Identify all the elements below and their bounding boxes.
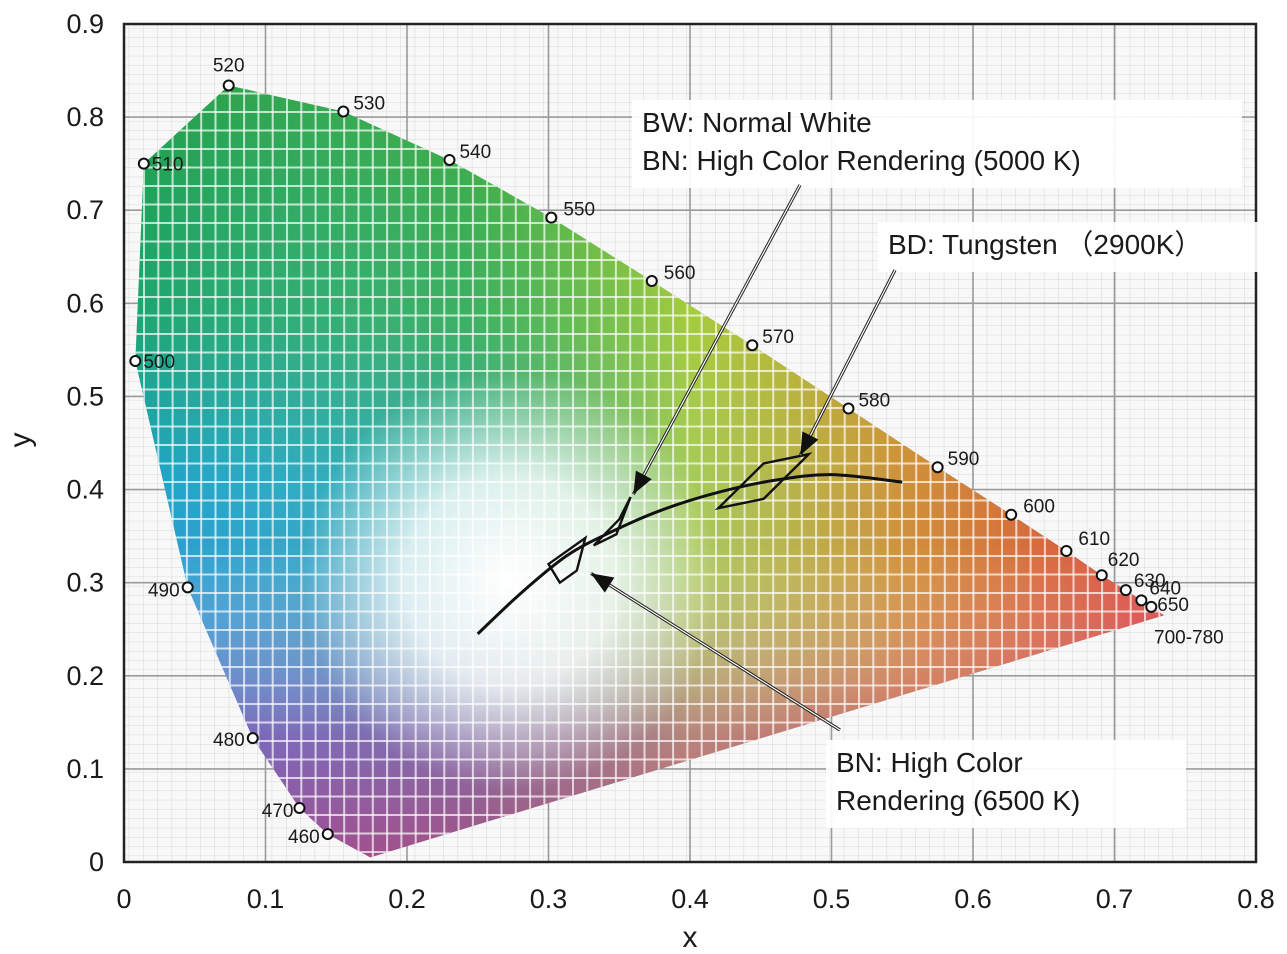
planckian-locus-curve xyxy=(476,473,903,635)
wavelength-label: 530 xyxy=(353,94,385,115)
lamp-region xyxy=(546,535,588,585)
x-tick-label: 0.8 xyxy=(1237,884,1275,914)
wavelength-label: 610 xyxy=(1078,529,1110,550)
wavelength-label: 630 xyxy=(1134,571,1166,592)
lamp-region xyxy=(592,496,632,547)
x-tick-label: 0.3 xyxy=(530,884,568,914)
annotation-arrow-inner xyxy=(590,572,841,731)
wavelength-marker xyxy=(1095,569,1108,582)
wavelength-marker xyxy=(931,461,944,474)
y-tick-label: 0.7 xyxy=(66,195,104,225)
x-axis-label: x xyxy=(683,921,698,954)
wavelength-marker xyxy=(645,274,658,287)
wavelength-marker xyxy=(443,153,456,166)
wavelength-label: 460 xyxy=(288,827,320,848)
wavelength-marker xyxy=(129,355,142,368)
annotation-arrow-head xyxy=(800,431,819,456)
wavelength-label: 540 xyxy=(459,142,491,163)
wavelength-marker xyxy=(545,211,558,224)
plot-frame xyxy=(122,22,1258,864)
wavelength-marker xyxy=(1060,545,1073,558)
wavelength-label: 620 xyxy=(1108,550,1140,571)
annotation-box xyxy=(878,222,1258,272)
annotation-box xyxy=(826,740,1186,828)
wavelength-marker xyxy=(222,79,235,92)
wavelength-label: 470 xyxy=(262,801,294,822)
y-tick-label: 0.4 xyxy=(66,475,104,505)
annotation-text: BW: Normal White xyxy=(642,107,872,138)
annotation-text: Rendering (6500 K) xyxy=(836,785,1080,816)
wavelength-label: 560 xyxy=(664,263,696,284)
y-axis-label: y xyxy=(4,433,37,448)
x-tick-label: 0.5 xyxy=(813,884,851,914)
lamp-region xyxy=(714,452,813,511)
wavelength-marker xyxy=(1145,600,1158,613)
wavelength-label: 580 xyxy=(858,391,890,412)
annotation-box xyxy=(632,100,1242,188)
wavelength-label: 490 xyxy=(148,580,180,601)
x-tick-label: 0.2 xyxy=(388,884,426,914)
x-tick-label: 0.1 xyxy=(247,884,285,914)
wavelength-label: 500 xyxy=(143,352,175,373)
y-tick-label: 0.9 xyxy=(66,9,104,39)
annotation-arrow-inner xyxy=(799,269,896,456)
lamp-regions xyxy=(546,452,813,585)
wavelength-label: 590 xyxy=(948,449,980,470)
wavelength-marker xyxy=(293,801,306,814)
x-tick-label: 0.4 xyxy=(671,884,709,914)
wavelength-marker xyxy=(1005,508,1018,521)
wavelength-marker xyxy=(246,732,259,745)
annotations: BW: Normal White BN: High Color Rendering… xyxy=(590,100,1258,828)
wavelength-label: 480 xyxy=(213,730,245,751)
y-tick-label: 0.2 xyxy=(66,661,104,691)
y-tick-label: 0.6 xyxy=(66,288,104,318)
wavelength-marker xyxy=(1119,584,1132,597)
wavelength-label: 640 xyxy=(1149,578,1181,599)
y-tick-label: 0.1 xyxy=(66,754,104,784)
y-tick-label: 0 xyxy=(89,847,104,877)
wavelength-marker xyxy=(181,581,194,594)
wavelength-label: 700-780 xyxy=(1154,627,1224,648)
wavelength-marker xyxy=(1135,594,1148,607)
annotation-arrow-head xyxy=(633,470,652,495)
spectral-locus-markers: 460 470 480 490 500 510 520 530 540 550 560 570 580 5… xyxy=(129,55,1224,848)
wavelength-marker xyxy=(321,828,334,841)
annotation-arrow-head xyxy=(590,573,615,593)
wavelength-label: 510 xyxy=(152,155,184,176)
y-tick-label: 0.8 xyxy=(66,102,104,132)
y-tick-label: 0.5 xyxy=(66,381,104,411)
wavelength-label: 520 xyxy=(213,55,245,76)
x-tick-label: 0.7 xyxy=(1096,884,1134,914)
annotation-text: BN: High Color xyxy=(836,747,1023,778)
annotation-text: BD: Tungsten （2900K） xyxy=(888,229,1202,260)
wavelength-label: 600 xyxy=(1023,497,1055,518)
wavelength-label: 650 xyxy=(1157,595,1189,616)
wavelength-marker xyxy=(842,402,855,415)
y-tick-labels: 0 0.1 0.2 0.3 0.4 0.5 0.6 0.7 0.8 0.9 xyxy=(66,9,104,877)
x-tick-labels: 0 0.1 0.2 0.3 0.4 0.5 0.6 0.7 0.8 xyxy=(116,884,1274,914)
x-tick-label: 0 xyxy=(116,884,131,914)
wavelength-label: 570 xyxy=(762,327,794,348)
wavelength-marker xyxy=(137,157,150,170)
annotation-text: BN: High Color Rendering (5000 K) xyxy=(642,145,1081,176)
x-tick-label: 0.6 xyxy=(954,884,992,914)
wavelength-label: 550 xyxy=(563,200,595,221)
wavelength-marker xyxy=(337,105,350,118)
wavelength-marker xyxy=(746,339,759,352)
annotation-arrow-inner xyxy=(632,184,801,495)
y-tick-label: 0.3 xyxy=(66,568,104,598)
